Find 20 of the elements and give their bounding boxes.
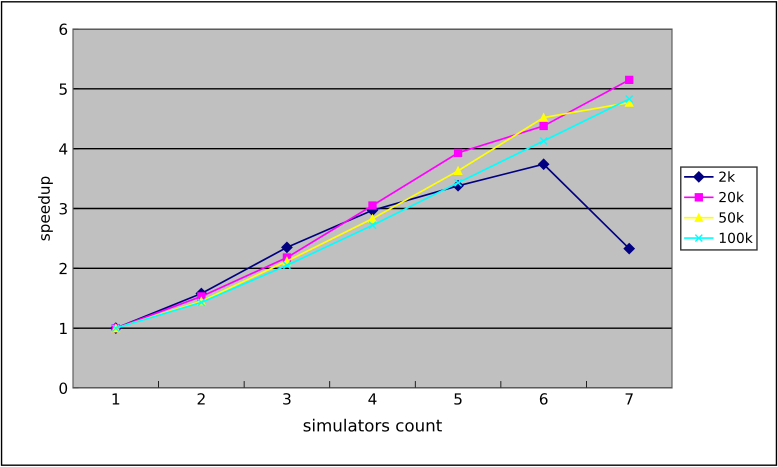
legend-label: 2k: [719, 171, 736, 182]
y-tick-label: 5: [60, 84, 67, 95]
y-tick-label: 0: [59, 382, 68, 394]
x-tick-label: 2: [198, 393, 205, 404]
y-tick-label: 1: [60, 322, 67, 334]
y-tick-label: 3: [60, 202, 67, 215]
x-tick-label: 7: [626, 393, 633, 404]
legend-label: 20k: [719, 192, 744, 202]
x-tick-label: 3: [283, 393, 291, 405]
x-tick-label: 1: [112, 393, 120, 404]
x-tick-label: 5: [454, 393, 462, 405]
x-axis-title: simulators count: [304, 418, 442, 432]
x-tick-label: 6: [540, 393, 548, 405]
legend-label: 50k: [719, 212, 744, 223]
y-tick-label: 2: [60, 262, 67, 274]
legend-label: 100k: [720, 232, 753, 244]
y-axis-title: speedup: [38, 176, 53, 240]
y-tick-label: 6: [59, 23, 68, 36]
x-tick-label: 4: [368, 393, 377, 404]
y-tick-label: 4: [59, 143, 68, 154]
